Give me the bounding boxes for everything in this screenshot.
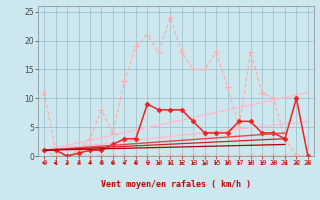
X-axis label: Vent moyen/en rafales ( km/h ): Vent moyen/en rafales ( km/h ) bbox=[101, 180, 251, 189]
